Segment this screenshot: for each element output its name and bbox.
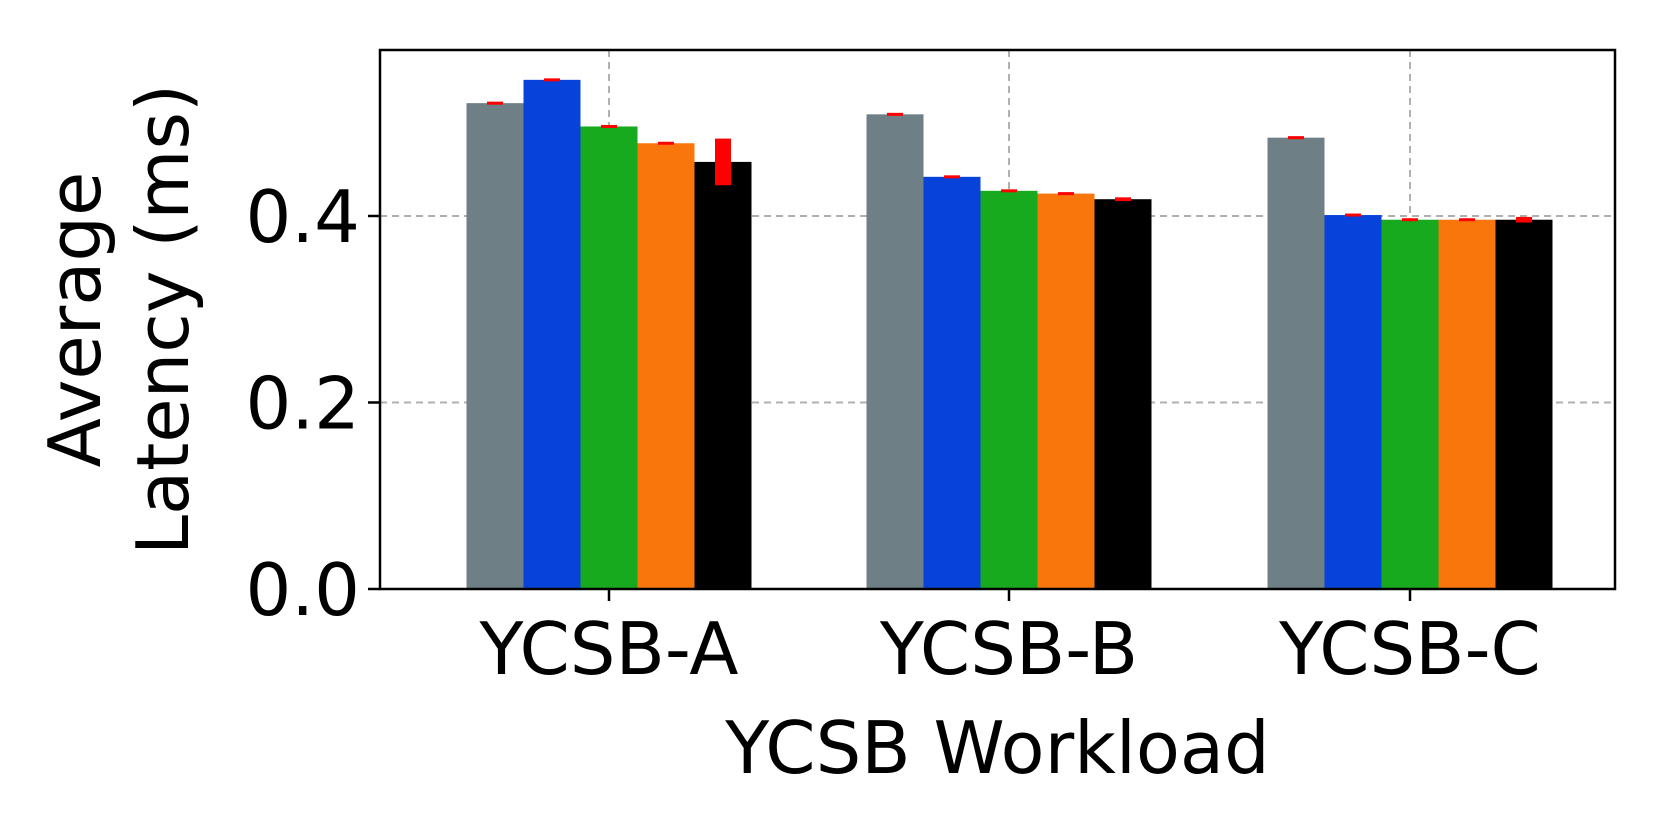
error-bar xyxy=(601,124,617,128)
error-bar xyxy=(1058,192,1074,196)
bar xyxy=(637,143,695,589)
error-bar xyxy=(1459,218,1475,222)
bar-series xyxy=(466,79,1553,590)
y-axis-title-line-1: Average xyxy=(33,172,117,468)
error-bar xyxy=(1345,213,1361,217)
error-bar xyxy=(487,101,503,105)
error-bar xyxy=(544,78,560,82)
y-tick-label: 0.4 xyxy=(245,175,360,259)
bar xyxy=(1438,219,1496,589)
tick-labels: 0.0 0.2 0.4 YCSB-A YCSB-B YCSB-C xyxy=(245,175,1540,691)
x-axis-title: YCSB Workload xyxy=(724,706,1270,790)
bar xyxy=(1037,193,1095,589)
error-bar xyxy=(1001,189,1017,193)
error-bar xyxy=(1115,197,1131,202)
error-bar xyxy=(944,175,960,179)
bar xyxy=(866,114,924,589)
bar xyxy=(980,190,1038,590)
bar xyxy=(1094,199,1152,589)
bar xyxy=(1381,219,1439,589)
y-tick-label: 0.2 xyxy=(245,361,360,445)
bar xyxy=(580,126,638,589)
error-bar xyxy=(658,141,674,145)
error-bar xyxy=(715,138,731,186)
y-axis-title-line-2: Latency (ms) xyxy=(121,84,205,555)
error-bars xyxy=(487,78,1532,223)
axis-ticks xyxy=(368,214,1412,601)
bar xyxy=(1324,215,1382,589)
error-bar xyxy=(1288,136,1304,140)
x-tick-label: YCSB-A xyxy=(478,607,738,691)
bar xyxy=(523,79,581,590)
y-tick-label: 0.0 xyxy=(245,548,360,632)
bar xyxy=(923,176,981,589)
error-bar xyxy=(1402,218,1418,222)
error-bar xyxy=(887,112,903,116)
plot-frame xyxy=(378,48,1617,591)
bar xyxy=(1267,137,1325,589)
bar xyxy=(466,103,524,589)
error-bar xyxy=(1516,216,1532,223)
bar xyxy=(1495,219,1553,589)
bar xyxy=(694,161,752,589)
x-tick-label: YCSB-C xyxy=(1278,607,1541,691)
x-tick-label: YCSB-B xyxy=(879,607,1138,691)
